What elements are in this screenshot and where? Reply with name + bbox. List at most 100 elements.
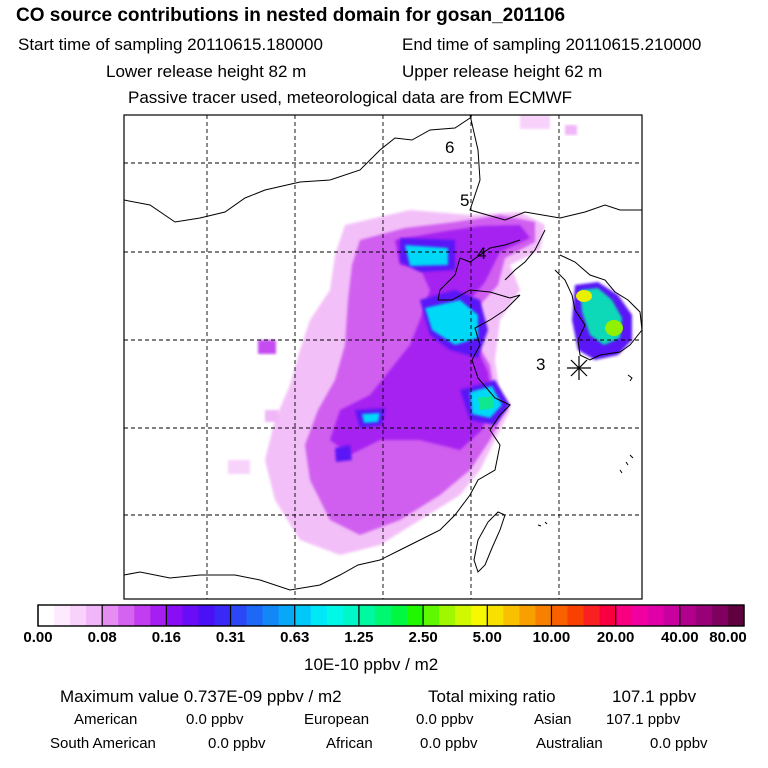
- colorbar-swatch: [230, 605, 247, 626]
- colorbar-swatch: [262, 605, 280, 626]
- colorbar-swatch: [54, 605, 71, 626]
- colorbar-swatch: [134, 605, 151, 626]
- american-label: American: [74, 711, 138, 728]
- colorbar-swatch: [70, 605, 87, 626]
- coastlines: [124, 115, 642, 591]
- colorbar-swatch: [118, 605, 135, 626]
- colorbar-swatch: [439, 605, 456, 626]
- european-value: 0.0 ppbv: [416, 711, 474, 728]
- plume-green-spot: [478, 396, 494, 410]
- african-label: African: [326, 735, 373, 752]
- small-islands: [537, 374, 634, 527]
- colorbar-swatch: [487, 605, 504, 626]
- colorbar-swatch: [374, 605, 392, 626]
- plume-blue: [335, 238, 510, 462]
- colorbar-swatch: [711, 605, 729, 626]
- colorbar-swatch: [391, 605, 408, 626]
- australian-value: 0.0 ppbv: [650, 735, 708, 752]
- colorbar-swatch: [86, 605, 103, 626]
- colorbar-swatch: [294, 605, 312, 626]
- colorbar-swatch: [599, 605, 617, 626]
- colorbar-tick-label: 5.00: [472, 629, 502, 646]
- australian-label: Australian: [536, 735, 603, 752]
- start-time-label: Start time of sampling 20110615.180000: [18, 35, 323, 54]
- trajectory-label-5: 5: [460, 191, 469, 210]
- colorbar-swatch: [182, 605, 199, 626]
- colorbar-tick-label: 2.50: [408, 629, 438, 646]
- colorbar-tick-label: 0.31: [215, 629, 246, 646]
- colorbar-frame: [37, 604, 745, 627]
- korea-hotspot-green: [605, 320, 623, 336]
- colorbar-swatch: [198, 605, 215, 626]
- colorbar-swatch: [358, 605, 376, 626]
- upper-release-label: Upper release height 62 m: [402, 62, 603, 81]
- plume-patch: [258, 340, 276, 354]
- colorbar-swatch: [423, 605, 440, 626]
- colorbar-tick-label: 10.00: [532, 629, 571, 646]
- european-label: European: [304, 711, 370, 728]
- map-frame: [123, 114, 643, 600]
- bohai-coast: [124, 239, 521, 591]
- korea-hotspot-yellow: [576, 290, 592, 302]
- trajectory-label-6: 6: [445, 138, 454, 157]
- max-value-label: Maximum value 0.737E-09 ppbv / m2: [60, 687, 342, 706]
- colorbar-swatch: [631, 605, 649, 626]
- colorbar-swatch: [455, 605, 472, 626]
- colorbar-swatch: [407, 605, 424, 626]
- tracer-note: Passive tracer used, meteorological data…: [128, 88, 573, 107]
- colorbar-swatch: [679, 605, 697, 626]
- colorbar: [37, 604, 745, 627]
- south-american-label: South American: [50, 735, 156, 752]
- concentration-field: [228, 115, 632, 555]
- plume-patch: [228, 460, 250, 474]
- colorbar-swatch: [342, 605, 360, 626]
- colorbar-swatch: [583, 605, 600, 626]
- colorbar-tick-label: 20.00: [596, 629, 635, 646]
- plot-title: CO source contributions in nested domain…: [16, 5, 566, 26]
- colorbar-swatch: [38, 605, 55, 626]
- asian-label: Asian: [534, 711, 572, 728]
- lat-lon-grid: [124, 115, 642, 599]
- asian-value: 107.1 ppbv: [606, 711, 681, 728]
- colorbar-swatch: [663, 605, 681, 626]
- colorbar-swatch: [695, 605, 713, 626]
- plume-patch: [520, 115, 550, 129]
- colorbar-swatch: [551, 605, 568, 626]
- colorbar-swatch: [310, 605, 328, 626]
- colorbar-swatch: [326, 605, 344, 626]
- colorbar-tick-label: 1.25: [344, 629, 374, 646]
- colorbar-swatch: [535, 605, 552, 626]
- colorbar-tick-label: 40.00: [661, 629, 699, 646]
- northern-border: [124, 115, 473, 223]
- taiwan-coast: [473, 511, 506, 573]
- south-american-value: 0.0 ppbv: [208, 735, 266, 752]
- colorbar-unit: 10E-10 ppbv / m2: [304, 655, 439, 674]
- colorbar-swatch: [567, 605, 584, 626]
- plume-patch: [265, 410, 279, 422]
- colorbar-swatch: [727, 605, 745, 626]
- colorbar-swatch: [503, 605, 520, 626]
- total-mixing-value: 107.1 ppbv: [612, 687, 697, 706]
- colorbar-swatch: [150, 605, 167, 626]
- colorbar-swatch: [647, 605, 665, 626]
- colorbar-tick-label: 0.16: [151, 629, 181, 646]
- colorbar-swatch: [471, 605, 488, 626]
- lower-release-label: Lower release height 82 m: [106, 62, 307, 81]
- colorbar-swatch: [166, 605, 183, 626]
- colorbar-swatch: [102, 605, 119, 626]
- colorbar-swatch: [615, 605, 633, 626]
- plume-patch: [565, 125, 577, 135]
- trajectory-label-3: 3: [536, 355, 545, 374]
- colorbar-swatch: [246, 605, 264, 626]
- korea-coast: [554, 254, 642, 361]
- end-time-label: End time of sampling 20110615.210000: [402, 35, 702, 54]
- colorbar-tick-label: 0.08: [87, 629, 117, 646]
- release-site-marker: [567, 356, 591, 380]
- african-value: 0.0 ppbv: [420, 735, 478, 752]
- trajectory-label-4: 4: [477, 244, 486, 263]
- liaodong-coast: [504, 229, 546, 281]
- colorbar-tick-label: 80.00: [709, 629, 747, 646]
- colorbar-tick-label: 0.63: [280, 629, 310, 646]
- colorbar-swatch: [278, 605, 296, 626]
